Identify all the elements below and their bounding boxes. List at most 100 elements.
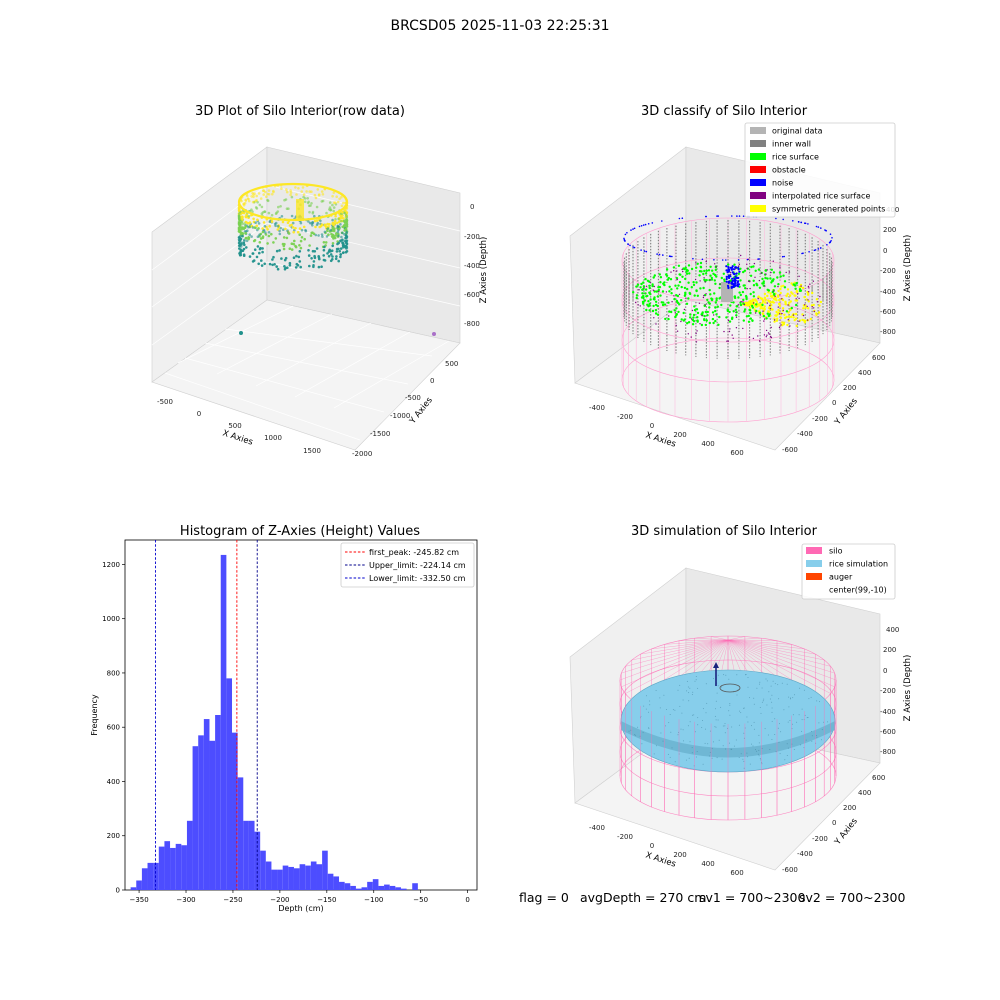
tick-label: 0	[430, 377, 434, 385]
symmetric-point	[745, 303, 748, 306]
tick-label: -600	[782, 866, 798, 874]
histogram-legend: first_peak: -245.82 cm Upper_limit: -224.…	[340, 542, 475, 588]
raw-point	[336, 221, 339, 225]
rice-surface-point	[639, 286, 642, 289]
rice-mesh-point	[711, 748, 713, 749]
noise-point	[820, 247, 822, 249]
symmetric-point	[782, 284, 785, 287]
raw-point	[258, 203, 262, 207]
raw-point	[268, 262, 272, 266]
rice-surface-point	[644, 288, 648, 291]
rice-surface-point	[758, 311, 762, 315]
raw-point	[342, 245, 345, 249]
z-axis-label: Z Axies (Depth)	[903, 655, 913, 722]
rice-surface-point	[651, 283, 654, 286]
rice-surface-point	[658, 273, 661, 276]
raw-point	[337, 247, 340, 251]
noise-point	[671, 255, 673, 258]
tick-label: 0	[832, 399, 836, 407]
rice-surface-point	[715, 297, 718, 300]
histogram-bar	[141, 868, 148, 890]
rice-surface-point	[718, 286, 721, 290]
noise-point	[678, 217, 681, 220]
histogram-bar	[322, 850, 328, 890]
rice-surface-point	[689, 316, 692, 319]
symmetric-point	[815, 312, 818, 315]
raw-point	[251, 210, 254, 213]
noise-point	[725, 259, 727, 261]
rice-mesh-point	[745, 674, 746, 676]
rice-mesh-point	[637, 726, 639, 728]
rice-surface-point	[665, 273, 668, 276]
raw-point	[253, 226, 256, 229]
raw-point	[245, 213, 249, 217]
interpolated-point	[653, 317, 655, 319]
rice-surface-point	[652, 304, 655, 308]
rice-surface-point	[681, 275, 684, 278]
symmetric-point	[809, 317, 812, 321]
histogram-bar	[333, 876, 340, 890]
rice-mesh-point	[746, 752, 748, 754]
raw-point	[272, 241, 275, 244]
symmetric-point	[778, 298, 781, 302]
interpolated-point	[680, 320, 682, 323]
raw-point	[313, 219, 317, 223]
noise-point	[623, 237, 625, 240]
noise-point	[725, 269, 728, 272]
raw-point	[248, 233, 251, 236]
interpolated-point	[681, 268, 683, 271]
rice-mesh-point	[756, 750, 758, 752]
rice-surface-point	[771, 279, 774, 282]
noise-point	[733, 285, 736, 288]
rice-surface-point	[659, 294, 662, 297]
noise-point	[629, 244, 631, 247]
legend-entry: Lower_limit: -332.50 cm	[369, 574, 466, 583]
interpolated-point	[715, 266, 717, 268]
rice-mesh-point	[708, 755, 710, 757]
noise-point	[624, 233, 627, 236]
histogram-bar	[299, 864, 306, 890]
rice-mesh-point	[709, 751, 711, 753]
symmetric-point	[769, 292, 772, 295]
raw-point	[277, 205, 280, 209]
histogram-bar	[372, 879, 379, 890]
rice-mesh-point	[818, 722, 820, 724]
raw-point	[297, 255, 301, 259]
rice-surface-point	[636, 283, 640, 286]
raw-point	[311, 249, 315, 253]
rice-surface-point	[683, 286, 687, 290]
raw-point	[323, 245, 326, 249]
rice-surface-point	[742, 284, 745, 287]
rice-mesh-point	[811, 740, 813, 742]
interpolated-point	[695, 341, 698, 343]
symmetric-point	[818, 304, 821, 307]
rice-mesh-point	[641, 743, 643, 745]
legend-entry: Upper_limit: -224.14 cm	[369, 561, 466, 570]
histogram-bar	[237, 777, 244, 890]
rice-mesh-point	[816, 700, 818, 702]
rice-mesh-point	[702, 720, 703, 721]
interpolated-point	[645, 285, 648, 287]
noise-point	[728, 268, 731, 271]
symmetric-point	[776, 313, 779, 316]
rice-mesh-point	[740, 753, 742, 755]
raw-point	[307, 249, 310, 252]
symmetric-point	[807, 307, 810, 310]
rice-surface-point	[755, 303, 758, 306]
histogram-bar	[316, 864, 323, 890]
raw-point	[329, 259, 333, 263]
symmetric-point	[788, 294, 792, 297]
rice-mesh-point	[653, 753, 655, 755]
raw-point	[299, 246, 303, 250]
raw-point	[328, 206, 332, 209]
raw-point	[250, 235, 253, 238]
rice-mesh-point	[715, 719, 717, 721]
rice-mesh-point	[682, 699, 684, 701]
raw-point	[283, 258, 287, 262]
raw-point	[286, 229, 289, 232]
rice-surface-point	[648, 291, 651, 294]
rice-mesh-point	[753, 697, 755, 699]
rice-mesh-point	[696, 751, 698, 753]
rice-mesh-point	[784, 759, 786, 761]
raw-point	[252, 195, 255, 199]
